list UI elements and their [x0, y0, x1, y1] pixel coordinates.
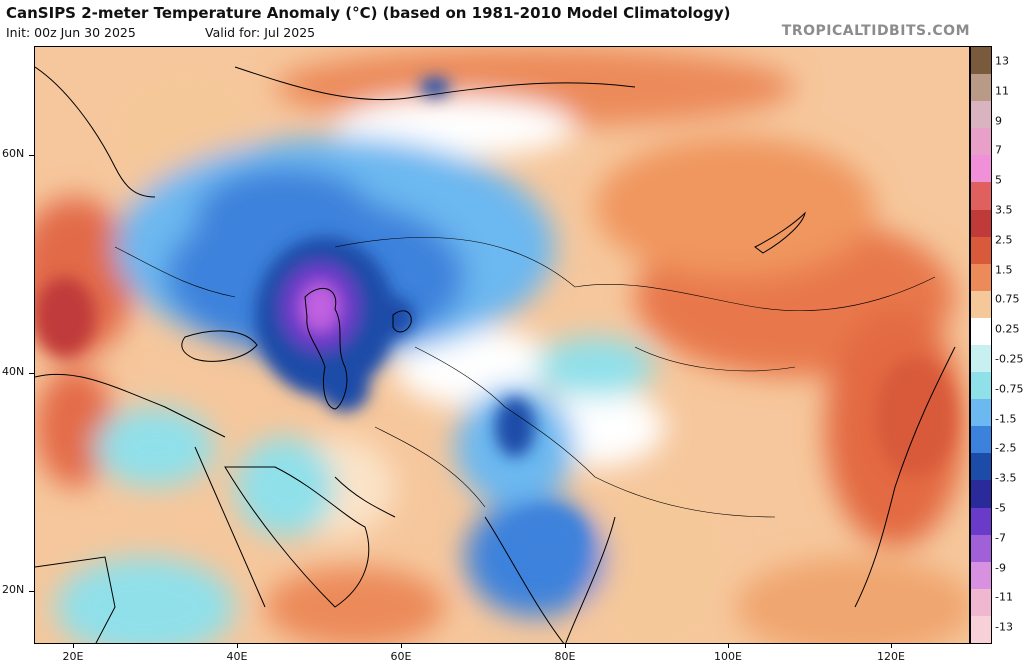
colorbar-swatch	[971, 588, 991, 617]
lon-label-120e: 120E	[877, 650, 905, 663]
lat-label-40n: 40N	[2, 365, 25, 378]
colorbar-swatch	[971, 372, 991, 400]
colorbar-swatch	[971, 345, 991, 373]
colorbar-label: -0.25	[995, 352, 1024, 366]
lat-tick-60n	[29, 155, 34, 156]
colorbar-swatch	[971, 47, 991, 75]
lon-tick-100e	[728, 644, 729, 648]
colorbar-swatch	[971, 317, 991, 346]
colorbar-label: -13	[995, 620, 1013, 634]
colorbar-swatch	[971, 561, 991, 590]
colorbar-label: 11	[995, 84, 1009, 98]
map-title: CanSIPS 2-meter Temperature Anomaly (°C)…	[6, 4, 731, 22]
borders	[114, 237, 936, 518]
lon-label-20e: 20E	[62, 650, 84, 663]
colorbar-swatch	[971, 615, 991, 644]
colorbar-label: 7	[995, 143, 1002, 157]
lon-tick-80e	[565, 644, 566, 648]
colorbar-swatch	[971, 74, 991, 102]
colorbar-swatch	[971, 209, 991, 238]
lon-label-40e: 40E	[226, 650, 248, 663]
colorbar-swatch	[971, 101, 991, 129]
anomaly-map	[34, 46, 970, 644]
colorbar-label: -2.5	[995, 441, 1017, 455]
colorbar-label: 3.5	[995, 203, 1013, 217]
lon-tick-120e	[891, 644, 892, 648]
lon-label-60e: 60E	[390, 650, 412, 663]
colorbar-label: 1.5	[995, 263, 1013, 276]
colorbar-label: -0.75	[995, 382, 1024, 396]
colorbar-label: -5	[995, 501, 1006, 515]
lat-tick-20n	[29, 591, 34, 592]
coastlines	[35, 66, 956, 643]
colorbar-swatch	[971, 263, 991, 292]
lon-label-100e: 100E	[714, 650, 742, 663]
lat-tick-40n	[29, 373, 34, 374]
colorbar-swatch	[971, 480, 991, 509]
colorbar-label: -11	[995, 590, 1013, 604]
lon-tick-40e	[237, 644, 238, 648]
colorbar-swatch	[971, 426, 991, 454]
colorbar-label: 0.25	[995, 322, 1020, 336]
brand-watermark[interactable]: TROPICALTIDBITS.COM	[781, 23, 970, 39]
colorbar-label: 0.75	[995, 292, 1020, 306]
lat-label-20n: 20N	[2, 583, 25, 596]
anomaly-blobs	[35, 47, 969, 643]
anomaly-field	[35, 47, 969, 643]
colorbar-swatch	[971, 534, 991, 563]
init-time: Init: 00z Jun 30 2025	[6, 25, 136, 40]
colorbar-label: 13	[995, 54, 1009, 68]
colorbar	[970, 46, 992, 644]
colorbar-label: -9	[995, 561, 1006, 574]
lon-label-80e: 80E	[554, 650, 576, 663]
colorbar-swatch	[971, 507, 991, 536]
colorbar-swatch	[971, 155, 991, 183]
colorbar-label: 5	[995, 173, 1002, 187]
colorbar-swatch	[971, 453, 991, 481]
lon-tick-60e	[401, 644, 402, 648]
lon-tick-20e	[73, 644, 74, 648]
valid-time: Valid for: Jul 2025	[205, 25, 316, 40]
colorbar-label: -3.5	[995, 471, 1017, 485]
colorbar-swatch	[971, 399, 991, 427]
colorbar-label: -1.5	[995, 412, 1017, 425]
lat-label-60n: 60N	[2, 147, 25, 160]
colorbar-swatch	[971, 128, 991, 156]
colorbar-label: 2.5	[995, 233, 1013, 247]
colorbar-swatch	[971, 182, 991, 211]
colorbar-swatch	[971, 290, 991, 319]
colorbar-label: 9	[995, 114, 1002, 127]
core-anomalies	[35, 77, 955, 567]
colorbar-swatch	[971, 236, 991, 265]
colorbar-label: -7	[995, 531, 1006, 545]
